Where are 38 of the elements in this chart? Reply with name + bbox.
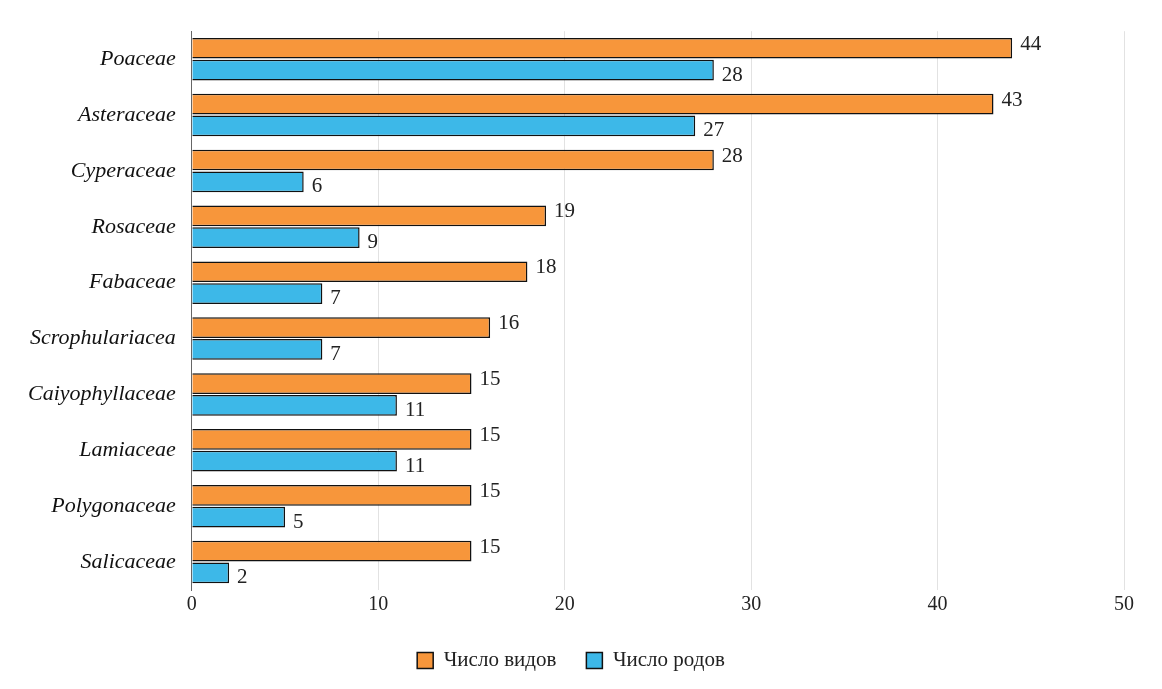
data-label: 9 [367, 229, 379, 254]
data-label: 15 [479, 477, 501, 502]
y-tick-label: Scrophulariacea [30, 324, 176, 350]
data-label: 18 [535, 254, 557, 279]
data-label: 43 [1001, 86, 1023, 111]
data-label: 7 [330, 285, 341, 310]
y-tick-label: Caiyophyllaceae [27, 380, 177, 406]
data-label: 28 [721, 142, 743, 167]
y-tick-label: Salicaceae [80, 547, 177, 573]
data-label: 11 [404, 396, 426, 421]
data-label: 5 [293, 508, 304, 533]
data-label: 28 [721, 61, 743, 86]
x-tick-label: 30 [741, 592, 762, 615]
y-tick-label: Poaceae [99, 44, 177, 70]
y-tick-label: Asteraceae [76, 100, 177, 126]
data-label: 6 [311, 173, 323, 198]
x-tick-label: 10 [368, 592, 389, 615]
data-label: 15 [479, 533, 501, 558]
y-tick-label: Lamiaceae [78, 436, 177, 462]
legend-label: Число родов [612, 647, 725, 672]
data-label: 7 [330, 340, 341, 365]
x-tick-label: 40 [927, 592, 948, 615]
data-label: 2 [237, 564, 248, 589]
y-tick-label: Polygonaceae [50, 491, 177, 517]
y-tick-label: Cyperaceae [70, 156, 177, 182]
data-label: 11 [404, 452, 426, 477]
data-label: 15 [479, 421, 501, 446]
x-tick-label: 50 [1114, 592, 1134, 615]
data-label: 27 [703, 117, 725, 142]
data-label: 15 [479, 366, 501, 391]
x-tick-label: 0 [186, 592, 197, 615]
x-tick-label: 20 [554, 592, 575, 615]
data-label: 16 [498, 310, 520, 335]
legend-label: Число видов [443, 647, 557, 672]
y-tick-label: Fabaceae [88, 268, 177, 294]
y-tick-label: Rosaceae [90, 212, 177, 238]
data-label: 19 [554, 198, 576, 223]
data-label: 44 [1020, 30, 1042, 55]
